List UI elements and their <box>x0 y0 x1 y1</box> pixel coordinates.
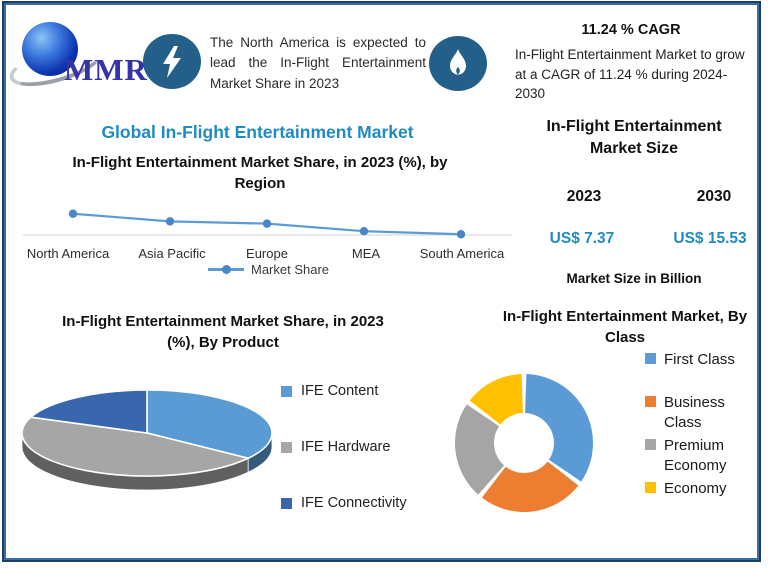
product-chart-title: In-Flight Entertainment Market Share, in… <box>62 313 384 351</box>
legend-item-ife-hardware: IFE Hardware <box>281 439 390 455</box>
ife-hardware-swatch-icon <box>281 441 292 453</box>
legend-item-ife-connectivity: IFE Connectivity <box>281 495 407 511</box>
legend-item-business-class: Business Class <box>645 393 764 434</box>
region-label: Asia Pacific <box>138 246 206 261</box>
logo-text: MMR <box>64 52 148 87</box>
lightning-bolt-icon <box>163 45 181 78</box>
legend-item-premium-economy: Premium Economy <box>645 436 764 477</box>
market-size-value-2023: US$ 7.37 <box>549 230 615 247</box>
legend-label: Business Class <box>664 394 725 432</box>
market-share-line-marker-icon <box>208 265 244 274</box>
headline-text: The North America is expected to lead th… <box>210 35 426 91</box>
market-size-year-2030: 2030 <box>696 188 732 205</box>
flame-icon <box>450 48 466 75</box>
region-label: North America <box>26 246 110 261</box>
product-pie-chart <box>21 389 273 491</box>
ife-content-swatch-icon <box>281 385 292 397</box>
legend-item-ife-content: IFE Content <box>281 383 378 399</box>
economy-swatch-icon <box>645 482 656 493</box>
legend-label: First Class <box>664 351 735 368</box>
cagr-title: 11.24 % CAGR <box>581 22 681 38</box>
ife-connectivity-swatch-icon <box>281 497 292 509</box>
market-size-value-2030: US$ 15.53 <box>673 230 747 247</box>
class-chart-title: In-Flight Entertainment Market, By Class <box>502 308 748 346</box>
premium-economy-swatch-icon <box>645 439 656 450</box>
legend-label: IFE Content <box>301 383 379 399</box>
legend-label: Economy <box>664 480 727 497</box>
main-title: Global In-Flight Entertainment Market <box>101 122 414 142</box>
legend-item-first-class: First Class <box>645 350 735 370</box>
market-size-title: In-Flight Entertainment Market Size <box>546 118 722 157</box>
region-chart-title: In-Flight Entertainment Market Share, in… <box>72 154 448 192</box>
region-label: MEA <box>351 246 381 261</box>
region-label: South America <box>419 246 505 261</box>
legend-label: Premium Economy <box>664 437 727 475</box>
first-class-swatch-icon <box>645 353 656 364</box>
business-class-swatch-icon <box>645 396 656 407</box>
globe-icon <box>22 22 78 76</box>
flame-badge <box>429 36 487 91</box>
market-size-year-2023: 2023 <box>566 188 602 205</box>
line-chart-legend: Market Share <box>208 262 329 277</box>
region-line-chart <box>23 209 512 239</box>
cagr-text: In-Flight Entertainment Market to grow a… <box>515 47 745 102</box>
region-label: Europe <box>246 246 288 261</box>
legend-label: Market Share <box>251 262 330 277</box>
legend-label: IFE Connectivity <box>301 495 407 511</box>
market-size-footnote: Market Size in Billion <box>566 271 702 286</box>
legend-label: IFE Hardware <box>301 439 391 455</box>
class-donut-chart <box>455 374 593 512</box>
lightning-badge <box>143 34 201 89</box>
mmr-logo: MMR <box>5 18 147 98</box>
legend-item-economy: Economy <box>645 479 727 499</box>
